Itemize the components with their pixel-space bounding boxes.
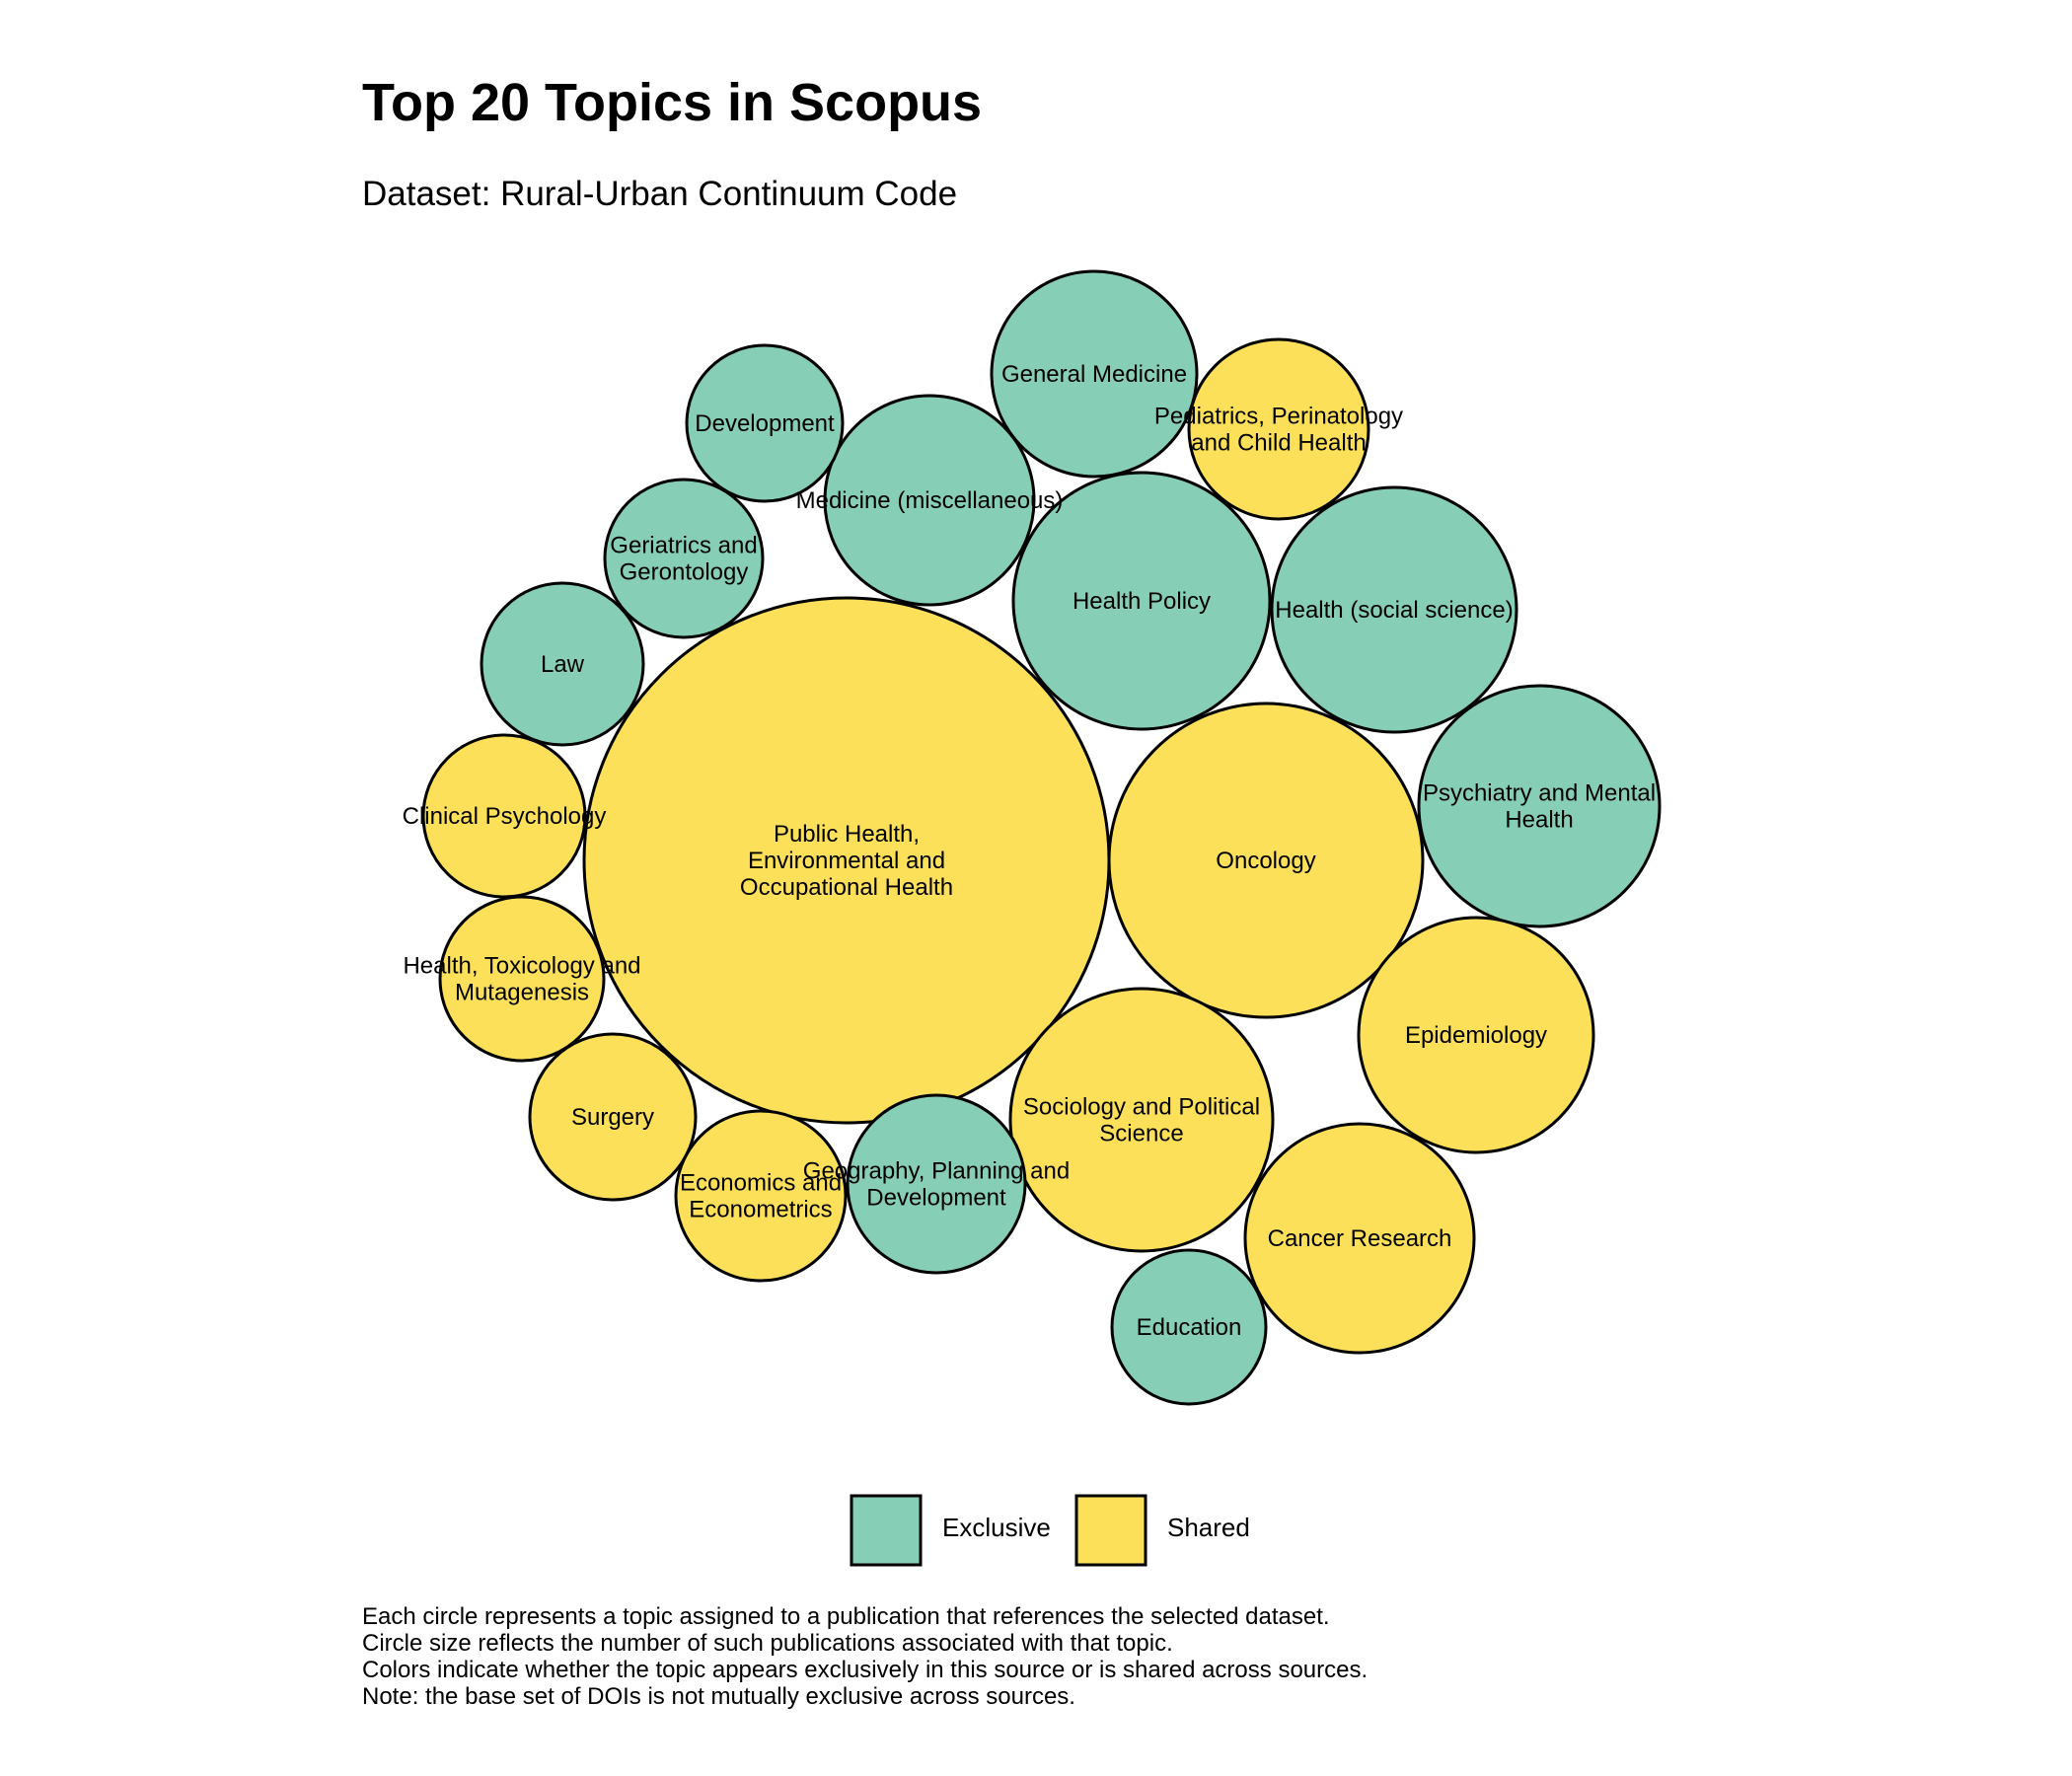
legend: Exclusive Shared xyxy=(850,1494,1250,1567)
caption: Each circle represents a topic assigned … xyxy=(362,1603,1368,1710)
bubble-label: Development xyxy=(695,410,835,437)
bubble-psychiatry-and-mental-health xyxy=(1417,684,1662,928)
caption-line: Circle size reflects the number of such … xyxy=(362,1630,1173,1657)
bubble-law xyxy=(480,581,645,747)
bubble-health-policy xyxy=(1011,471,1272,731)
chart-title: Top 20 Topics in Scopus xyxy=(362,73,982,132)
bubble-label: Education xyxy=(1137,1314,1242,1341)
bubble-label: Psychiatry and Mental Health xyxy=(1423,780,1656,834)
bubble-pediatrics-perinatology-and-child-health xyxy=(1187,337,1370,521)
chart-subtitle: Dataset: Rural-Urban Continuum Code xyxy=(362,175,957,213)
bubble-label: Public Health, Environmental and Occupatio… xyxy=(740,821,953,901)
bubble-label: Epidemiology xyxy=(1405,1022,1547,1049)
bubble-label: Health (social science) xyxy=(1275,597,1513,624)
bubble-education xyxy=(1110,1248,1268,1406)
bubble-general-medicine xyxy=(990,269,1199,479)
bubble-medicine-miscellaneous xyxy=(823,394,1036,607)
caption-line: Note: the base set of DOIs is not mutual… xyxy=(362,1683,1075,1710)
bubble-label: Law xyxy=(541,651,585,678)
bubble-label: Pediatrics, Perinatology and Child Health xyxy=(1154,404,1403,457)
bubble-oncology xyxy=(1107,702,1425,1019)
bubble-cancer-research xyxy=(1243,1122,1476,1355)
legend-swatch-shared xyxy=(1074,1494,1147,1567)
caption-line: Colors indicate whether the topic appear… xyxy=(362,1657,1368,1683)
bubble-label: Cancer Research xyxy=(1268,1225,1452,1252)
bubble-clinical-psychology xyxy=(421,733,587,899)
bubble-health-toxicology-and-mutagenesis xyxy=(438,895,606,1063)
bubble-label: Health, Toxicology and Mutagenesis xyxy=(403,953,640,1006)
bubble-label: Sociology and Political Science xyxy=(1023,1094,1260,1147)
bubble-label: General Medicine xyxy=(1001,361,1187,388)
legend-label-shared: Shared xyxy=(1167,1513,1250,1542)
bubble-label: Health Policy xyxy=(1073,588,1211,615)
bubble-label: Oncology xyxy=(1216,848,1315,874)
bubble-label: Medicine (miscellaneous) xyxy=(796,487,1064,514)
bubble-geography-planning-and-development xyxy=(846,1093,1027,1275)
bubbles-layer: Public Health, Environmental and Occupatio… xyxy=(403,269,1662,1406)
bubble-economics-and-econometrics xyxy=(674,1109,848,1283)
bubble-health-social-science xyxy=(1270,485,1518,734)
bubble-label: Geography, Planning and Development xyxy=(803,1158,1070,1212)
bubble-development xyxy=(685,343,845,503)
bubble-geriatrics-and-gerontology xyxy=(603,478,765,639)
bubble-epidemiology xyxy=(1357,916,1595,1154)
legend-label-exclusive: Exclusive xyxy=(942,1513,1051,1542)
bubble-label: Geriatrics and Gerontology xyxy=(610,533,757,586)
bubble-label: Economics and Econometrics xyxy=(680,1170,842,1223)
bubble-label: Clinical Psychology xyxy=(403,803,607,830)
bubble-sociology-and-political-science xyxy=(1008,987,1275,1253)
bubble-surgery xyxy=(528,1032,698,1202)
caption-line: Each circle represents a topic assigned … xyxy=(362,1603,1330,1630)
bubble-label: Surgery xyxy=(571,1104,654,1131)
legend-swatch-exclusive xyxy=(850,1494,923,1567)
